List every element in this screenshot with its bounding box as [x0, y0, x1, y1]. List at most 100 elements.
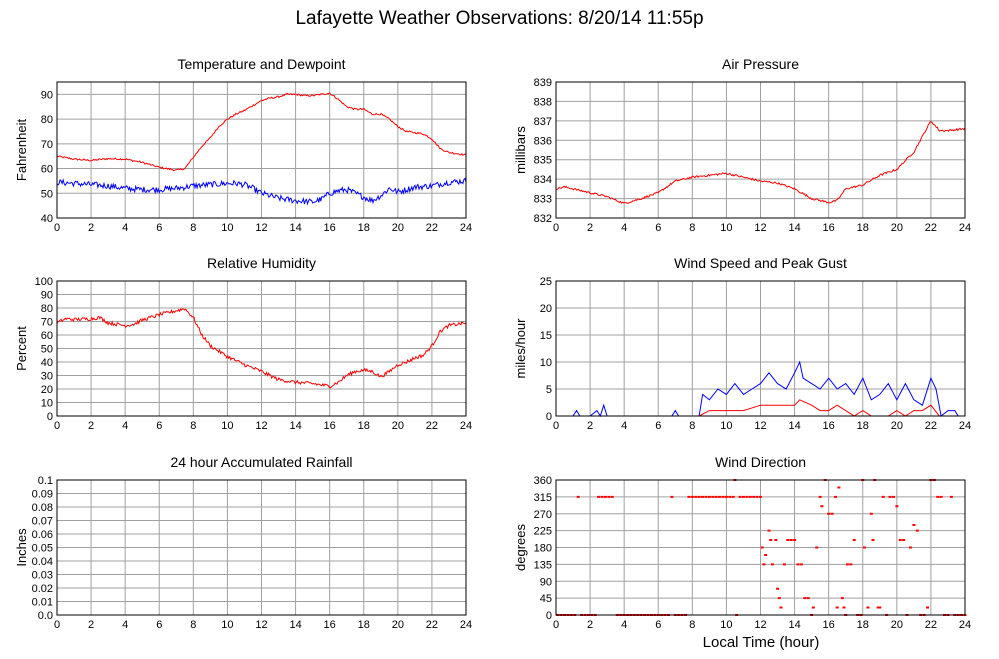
wind-direction-point [707, 495, 711, 498]
wind-direction-point [745, 495, 749, 498]
x-tick-label: 14 [788, 619, 800, 631]
chart-title: Wind Speed and Peak Gust [674, 255, 847, 271]
x-tick-label: 24 [959, 420, 971, 432]
wind-direction-point [738, 495, 742, 498]
y-axis-label: Inches [14, 528, 29, 567]
x-tick-label: 18 [857, 420, 869, 432]
wind-direction-point [694, 495, 698, 498]
x-tick-label: 0 [553, 222, 559, 234]
x-tick-label: 18 [857, 222, 869, 234]
x-tick-label: 16 [823, 619, 835, 631]
wind-direction-point [898, 539, 902, 541]
wind-direction-point [760, 546, 764, 549]
wind-direction-point [799, 563, 803, 566]
wind-direction-point [869, 512, 873, 515]
x-tick-label: 22 [925, 222, 937, 234]
wind-direction-point [603, 495, 607, 498]
x-tick-label: 6 [655, 619, 661, 631]
y-tick-label: 180 [534, 543, 552, 555]
x-tick-label: 8 [190, 619, 196, 631]
x-tick-label: 14 [289, 222, 301, 234]
x-tick-label: 8 [190, 420, 196, 432]
wind-direction-point [849, 563, 853, 566]
y-tick-label: 20 [41, 384, 53, 396]
wind-direction-point [936, 495, 940, 498]
y-tick-label: 90 [41, 290, 53, 302]
y-tick-label: 270 [534, 509, 552, 521]
x-tick-label: 10 [221, 619, 233, 631]
wind-direction-point [724, 495, 728, 498]
wind-direction-point [776, 587, 780, 590]
chart-title: 24 hour Accumulated Rainfall [170, 454, 352, 470]
x-tick-label: 6 [655, 222, 661, 234]
y-tick-label: 135 [534, 559, 552, 571]
wind-direction-point [741, 495, 745, 498]
x-tick-label: 0 [553, 420, 559, 432]
x-tick-label: 24 [959, 222, 971, 234]
x-tick-label: 2 [88, 619, 94, 631]
wind-direction-point [721, 495, 725, 498]
wind-direction-point [891, 495, 895, 498]
y-tick-label: 0.08 [32, 502, 53, 514]
x-tick-label: 20 [392, 619, 404, 631]
x-tick-label: 24 [959, 619, 971, 631]
x-tick-label: 14 [788, 420, 800, 432]
wind-direction-point [926, 606, 930, 609]
x-tick-label: 0 [553, 619, 559, 631]
x-tick-label: 18 [358, 619, 370, 631]
plot-frame [555, 479, 966, 616]
x-tick-label: 16 [823, 420, 835, 432]
y-tick-label: 45 [540, 593, 552, 605]
x-tick-label: 16 [823, 222, 835, 234]
x-tick-label: 22 [426, 222, 438, 234]
wind-direction-point [748, 495, 752, 498]
wind-direction-point [759, 495, 762, 498]
x-tick-label: 20 [891, 619, 903, 631]
series-line-2 [556, 399, 965, 417]
wind-direction-point [764, 554, 768, 556]
wind-direction-point [908, 546, 912, 549]
wind-direction-point [607, 495, 611, 498]
x-tick-label: 18 [857, 619, 869, 631]
y-tick-label: 80 [41, 114, 53, 126]
x-axis-label: Local Time (hour) [702, 634, 820, 651]
x-tick-label: 8 [689, 619, 695, 631]
plot-frame [56, 280, 467, 417]
y-tick-label: 0 [47, 411, 53, 423]
y-tick-label: 0 [546, 610, 552, 622]
x-tick-label: 2 [587, 222, 593, 234]
wind-direction-point [815, 546, 819, 549]
wind-direction-point [878, 606, 882, 609]
x-tick-label: 6 [156, 420, 162, 432]
wind-direction-point [782, 563, 786, 566]
y-tick-label: 40 [41, 357, 53, 369]
y-tick-label: 90 [540, 576, 552, 588]
y-tick-label: 0.05 [32, 543, 53, 555]
y-tick-label: 835 [534, 155, 552, 167]
y-tick-label: 0.02 [32, 583, 53, 595]
x-tick-label: 12 [754, 619, 766, 631]
wind-direction-point [774, 539, 778, 541]
series-line-1 [555, 121, 966, 204]
wind-direction-point [902, 539, 906, 541]
x-tick-label: 18 [358, 420, 370, 432]
y-tick-label: 60 [41, 330, 53, 342]
wind-direction-point [803, 597, 807, 600]
y-tick-label: 0.06 [32, 529, 53, 541]
wind-direction-point [806, 597, 810, 600]
wind-direction-point [789, 539, 793, 541]
wind-direction-point [820, 505, 824, 508]
page-title: Lafayette Weather Observations: 8/20/14 … [295, 8, 704, 29]
y-tick-label: 0.07 [32, 516, 53, 528]
y-tick-label: 833 [534, 194, 552, 206]
x-tick-label: 8 [190, 222, 196, 234]
wind-direction-point [711, 495, 715, 498]
wind-direction-point [949, 495, 953, 498]
y-tick-label: 839 [534, 77, 552, 89]
x-tick-label: 6 [655, 420, 661, 432]
wind-direction-point [728, 495, 732, 498]
x-tick-label: 10 [221, 222, 233, 234]
